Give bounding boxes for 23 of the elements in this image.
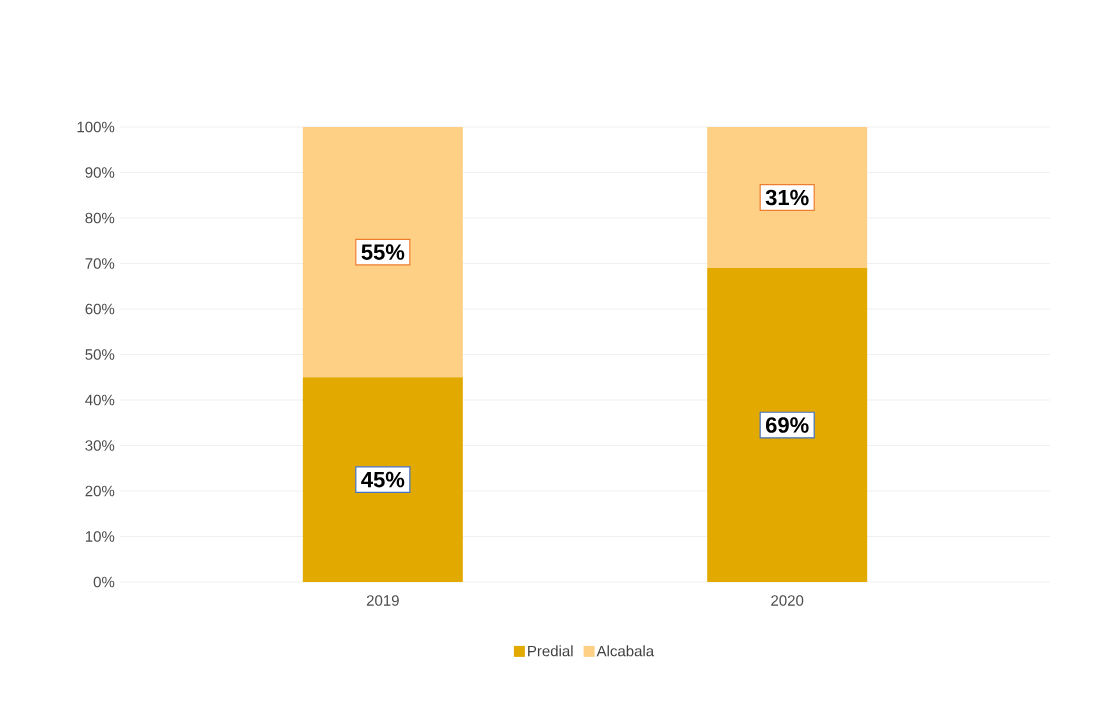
y-tick-label: 90% [85,167,115,178]
bar [302,377,463,582]
y-tick-label: 40% [85,394,115,406]
y-tick-label: 20% [85,485,115,497]
x-tick-label: 2019 [366,595,399,606]
y-tick-label: 30% [85,440,115,451]
y-tick-label: 70% [85,258,115,269]
data-label: 69% [765,417,809,433]
y-tick-label: 100% [77,121,115,133]
y-tick-label: 60% [85,303,115,315]
data-label: 31% [765,189,809,206]
data-label: 45% [361,471,405,488]
legend-label: Predial [528,645,573,657]
bar [707,268,868,582]
y-tick-label: 0% [93,576,115,588]
legend-label: Alcabala [596,645,655,657]
bar [707,126,868,269]
x-tick-label: 2020 [771,595,804,606]
bar [302,126,463,378]
y-tick-label: 10% [85,531,115,542]
data-label: 55% [361,244,405,260]
y-tick-label: 80% [85,212,115,224]
y-tick-label: 50% [85,349,115,360]
